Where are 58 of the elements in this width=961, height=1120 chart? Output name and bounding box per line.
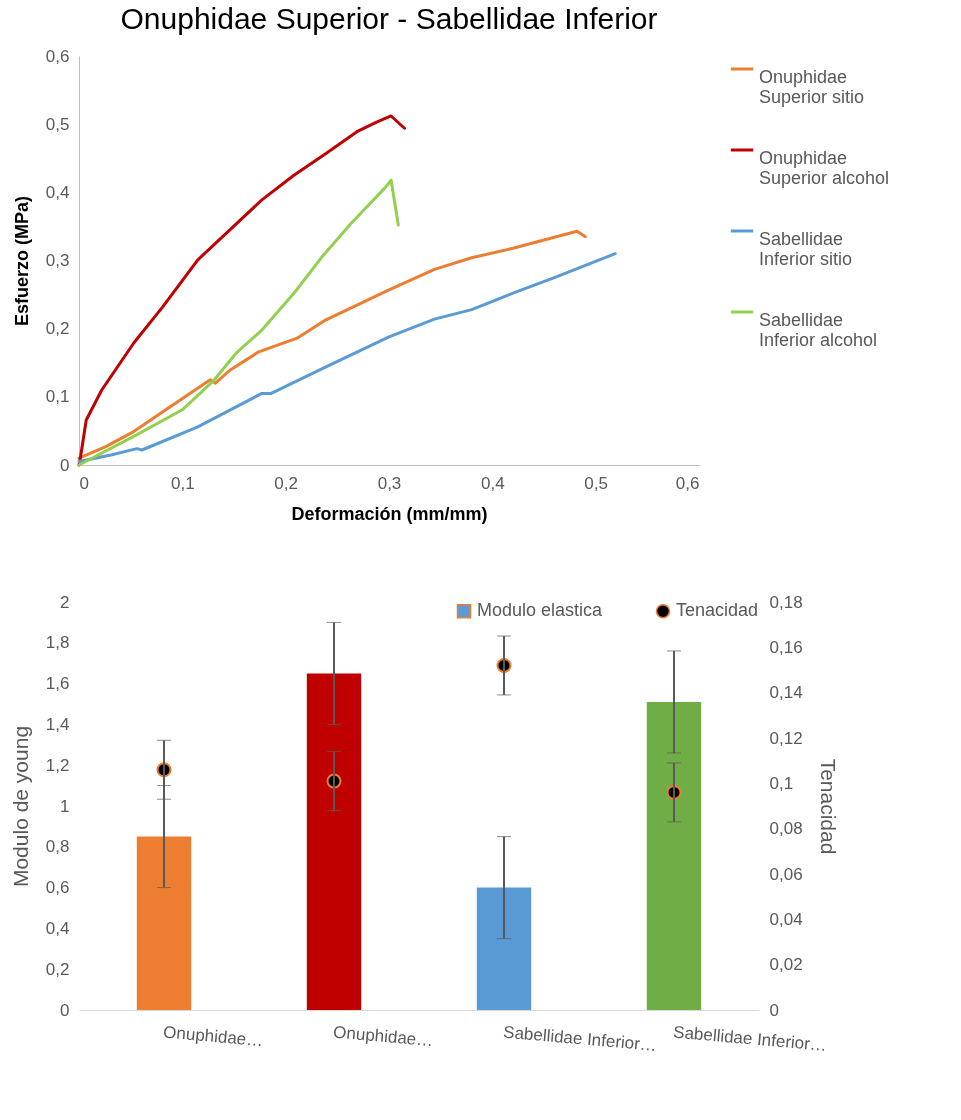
y-tick-label: 1,4: [45, 714, 70, 734]
y2-tick-label: 0,14: [769, 683, 803, 703]
legend-label: Onuphidae Superior alcohol: [759, 148, 890, 188]
y-tick-label: 0,6: [45, 46, 70, 66]
y-axis-title: Modulo de young: [8, 725, 32, 888]
line-series: [77, 114, 406, 467]
bar: [646, 701, 702, 1010]
y2-tick-label: 0,06: [769, 864, 803, 884]
line-series: [77, 252, 617, 464]
y-tick-label: 0,8: [45, 837, 70, 857]
y-tick-label: 0,1: [45, 387, 70, 407]
legend-label: Tenacidad: [676, 600, 759, 621]
y-axis-title: Esfuerzo (MPa): [11, 195, 32, 327]
x-tick-label: Sabellidae Inferior…: [672, 1022, 828, 1055]
y-tick-label: 1,2: [45, 755, 70, 775]
x-tick-label: 0,3: [377, 473, 402, 493]
y2-tick-label: 0: [769, 1000, 779, 1020]
y-tick-label: 1: [60, 796, 70, 816]
chart-title: Onuphidae Superior - Sabellidae Inferior: [120, 2, 658, 35]
y-tick-label: 0,5: [45, 114, 70, 134]
y-tick-label: 0,3: [45, 251, 70, 270]
line-series: [77, 229, 587, 460]
x-tick-label: 0,1: [171, 473, 195, 493]
y-tick-label: 1,8: [45, 633, 70, 653]
bar: [306, 673, 362, 1010]
y2-tick-label: 0,08: [769, 819, 803, 839]
y2-tick-label: 0,18: [769, 592, 803, 612]
x-tick-label: Onuphidae…: [162, 1022, 264, 1051]
y-tick-label: 0,4: [45, 182, 70, 202]
x-tick-label: 0,6: [675, 473, 700, 493]
bar: [136, 836, 192, 1010]
x-tick-label: Sabellidae Inferior…: [502, 1022, 658, 1055]
bar: [476, 887, 532, 1010]
legend-label: Onuphidae Superior sitio: [759, 67, 865, 107]
x-tick-label: 0,5: [584, 473, 608, 493]
line-series: [77, 178, 400, 467]
x-tick-label: 0: [79, 473, 89, 493]
x-tick-label: 0,2: [274, 473, 298, 493]
y2-tick-label: 0,16: [769, 637, 803, 657]
legend-label: Modulo elastica: [477, 600, 604, 621]
y2-tick-label: 0,02: [769, 955, 803, 975]
y2-tick-label: 0,12: [769, 728, 803, 748]
x-axis-title: Deformación (mm/mm): [291, 503, 488, 524]
y2-axis-title: Tenacidad: [816, 758, 840, 855]
y-tick-label: 0,6: [45, 878, 70, 898]
x-tick-label: Onuphidae…: [332, 1022, 434, 1051]
y-tick-label: 2: [60, 592, 70, 612]
legend-label: Sabellidae Inferior alcohol: [759, 310, 878, 350]
y-tick-label: 0: [60, 1000, 70, 1020]
y2-tick-label: 0,04: [769, 909, 803, 929]
x-tick-label: 0,4: [481, 473, 505, 493]
y-tick-label: 0,2: [45, 319, 70, 339]
y-tick-label: 0: [60, 455, 70, 475]
y-tick-label: 0,4: [45, 918, 70, 938]
y-tick-label: 1,6: [45, 674, 70, 694]
y2-tick-label: 0,1: [769, 773, 794, 793]
legend-label: Sabellidae Inferior sitio: [759, 229, 853, 269]
y-tick-label: 0,2: [45, 959, 70, 979]
